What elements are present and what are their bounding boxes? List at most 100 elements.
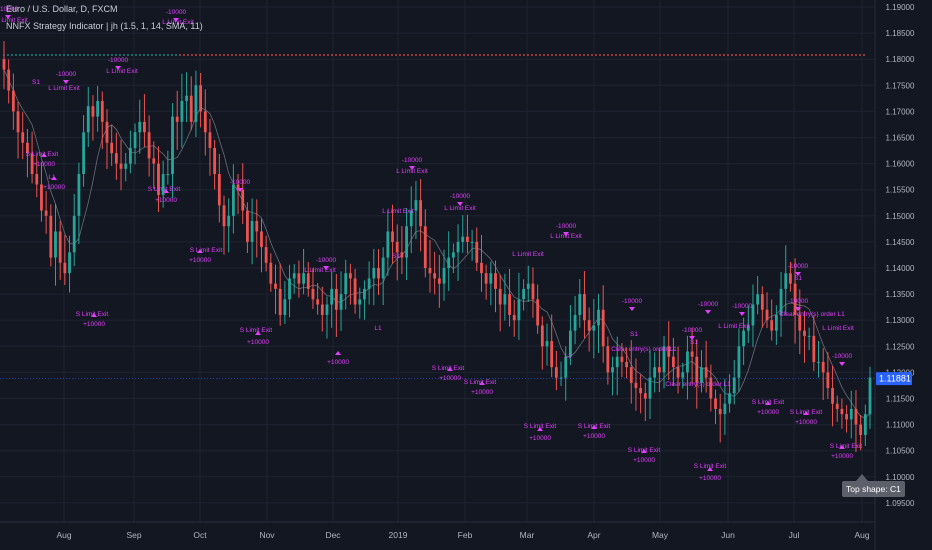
level-dot bbox=[307, 54, 309, 56]
level-dot bbox=[115, 54, 117, 56]
trade-arrow bbox=[41, 153, 47, 157]
candle-body bbox=[344, 273, 348, 295]
level-dot bbox=[187, 54, 189, 56]
candle-body bbox=[367, 278, 371, 289]
level-dot bbox=[523, 54, 525, 56]
trade-annotations: -10000 L Limit Exit L Limit Exit -10000 -100… bbox=[0, 6, 862, 482]
indicator-legend[interactable]: NNFX Strategy Indicator | jh (1.5, 1, 14… bbox=[6, 21, 203, 31]
trade-annotation: L1 bbox=[564, 353, 572, 360]
candle-body bbox=[662, 346, 666, 373]
level-dot bbox=[763, 54, 765, 56]
trade-annotation: S Limit Exit bbox=[464, 379, 497, 386]
level-dot bbox=[831, 54, 833, 56]
level-dot bbox=[399, 54, 401, 56]
level-dot bbox=[287, 54, 289, 56]
trade-arrow bbox=[689, 336, 695, 340]
trade-annotation: -10000 bbox=[166, 9, 187, 16]
level-dot bbox=[395, 54, 397, 56]
level-dot bbox=[27, 54, 29, 56]
trade-annotation: +10000 bbox=[33, 161, 55, 168]
level-dot bbox=[19, 54, 21, 56]
candle-body bbox=[227, 215, 231, 227]
candle-body bbox=[807, 335, 811, 337]
trade-annotation: L Limit Exit bbox=[396, 168, 428, 175]
candle-body bbox=[503, 294, 507, 305]
candle-body bbox=[96, 100, 100, 117]
level-dot bbox=[375, 54, 377, 56]
candle-body bbox=[16, 111, 20, 133]
candle-body bbox=[175, 116, 179, 122]
level-dot bbox=[591, 54, 593, 56]
trade-annotation: S Limit Exit bbox=[240, 327, 273, 334]
level-dot bbox=[151, 54, 153, 56]
candle-body bbox=[793, 283, 797, 315]
trade-annotation: -10000 bbox=[556, 223, 577, 230]
candle-body bbox=[372, 268, 376, 279]
level-dot bbox=[647, 54, 649, 56]
trade-annotation: +10000 bbox=[439, 375, 461, 382]
time-axis[interactable]: Aug Sep Oct Nov Dec 2019 Feb Mar Apr May Jun Jul Aug bbox=[0, 521, 874, 540]
trade-annotation: -10000 bbox=[832, 353, 853, 360]
level-dot bbox=[711, 54, 713, 56]
price-tick-label: 1.17000 bbox=[886, 107, 915, 116]
level-dot bbox=[583, 54, 585, 56]
trade-annotation: L Limit Exit bbox=[550, 233, 582, 240]
level-dot bbox=[331, 54, 333, 56]
candle-body bbox=[868, 377, 872, 415]
candle-body bbox=[583, 294, 586, 321]
level-dot bbox=[199, 54, 201, 56]
candle-body bbox=[732, 377, 736, 394]
price-tick-label: 1.11000 bbox=[886, 421, 915, 430]
candle-body bbox=[358, 299, 362, 305]
level-dot bbox=[611, 54, 613, 56]
candle-body bbox=[199, 85, 203, 112]
level-dot bbox=[243, 54, 245, 56]
level-dot bbox=[623, 54, 625, 56]
candle-body bbox=[86, 106, 90, 133]
level-dot bbox=[371, 54, 373, 56]
candle-body bbox=[128, 147, 132, 164]
candle-body bbox=[587, 320, 591, 331]
level-dot bbox=[651, 54, 653, 56]
level-dot bbox=[43, 54, 45, 56]
candle-body bbox=[723, 403, 727, 415]
level-dot bbox=[127, 54, 129, 56]
candle-body bbox=[531, 283, 535, 300]
trade-annotation: +10000 bbox=[699, 475, 721, 482]
candle-body bbox=[742, 330, 746, 347]
candle-body bbox=[578, 294, 582, 315]
candle-body bbox=[423, 226, 427, 268]
level-dot bbox=[339, 54, 341, 56]
symbol-legend[interactable]: Euro / U.S. Dollar, D, FXCM bbox=[6, 4, 118, 14]
level-dot bbox=[775, 54, 777, 56]
trade-arrow bbox=[641, 449, 647, 453]
candle-body bbox=[208, 132, 212, 148]
candle-body bbox=[657, 367, 661, 373]
candle-body bbox=[2, 59, 6, 70]
trade-arrow bbox=[705, 310, 711, 314]
price-tick-label: 1.10500 bbox=[886, 447, 915, 456]
level-dot bbox=[275, 54, 277, 56]
level-dot bbox=[479, 54, 481, 56]
candle-body bbox=[349, 273, 352, 279]
level-dot bbox=[123, 54, 125, 56]
candle-body bbox=[58, 231, 62, 263]
grid-lines bbox=[0, 0, 874, 522]
candle-body bbox=[508, 294, 511, 315]
level-dot bbox=[515, 54, 517, 56]
candle-body bbox=[171, 116, 174, 175]
level-dot bbox=[47, 54, 49, 56]
price-axis[interactable]: 1.19000 1.18500 1.18000 1.17500 1.17000 1.165… bbox=[874, 0, 915, 550]
price-tick-label: 1.12500 bbox=[886, 342, 915, 351]
trade-annotation: L Limit Exit bbox=[822, 325, 854, 332]
candle-body bbox=[634, 382, 638, 389]
trade-annotation: S Limit Exit bbox=[76, 311, 109, 318]
candle-body bbox=[746, 325, 750, 331]
candle-body bbox=[138, 121, 142, 133]
candle-body bbox=[260, 231, 263, 248]
level-dot bbox=[731, 54, 733, 56]
candle-body bbox=[161, 174, 165, 195]
candle-body bbox=[690, 351, 694, 357]
